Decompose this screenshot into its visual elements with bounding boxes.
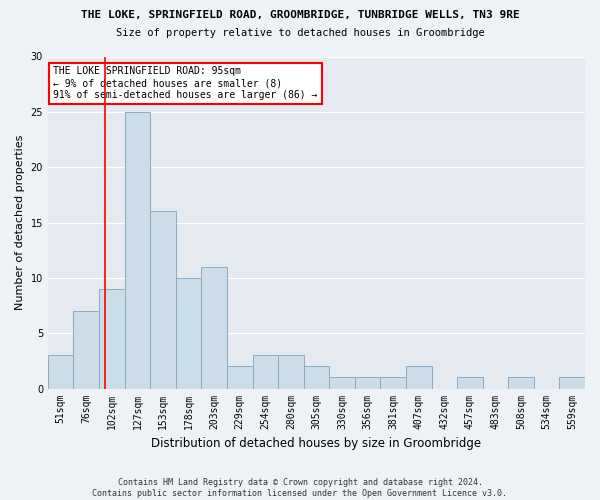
Bar	[227, 366, 253, 388]
Bar	[559, 378, 585, 388]
Bar	[176, 278, 202, 388]
Bar	[380, 378, 406, 388]
Bar	[73, 311, 99, 388]
Bar	[329, 378, 355, 388]
Text: THE LOKE, SPRINGFIELD ROAD, GROOMBRIDGE, TUNBRIDGE WELLS, TN3 9RE: THE LOKE, SPRINGFIELD ROAD, GROOMBRIDGE,…	[80, 10, 520, 20]
Bar	[278, 356, 304, 388]
Bar	[508, 378, 534, 388]
Bar	[48, 356, 73, 388]
Text: THE LOKE SPRINGFIELD ROAD: 95sqm
← 9% of detached houses are smaller (8)
91% of : THE LOKE SPRINGFIELD ROAD: 95sqm ← 9% of…	[53, 66, 317, 100]
Text: Size of property relative to detached houses in Groombridge: Size of property relative to detached ho…	[116, 28, 484, 38]
Bar	[457, 378, 482, 388]
Bar	[355, 378, 380, 388]
Bar	[150, 212, 176, 388]
X-axis label: Distribution of detached houses by size in Groombridge: Distribution of detached houses by size …	[151, 437, 482, 450]
Bar	[304, 366, 329, 388]
Bar	[253, 356, 278, 388]
Bar	[202, 267, 227, 388]
Bar	[125, 112, 150, 388]
Text: Contains HM Land Registry data © Crown copyright and database right 2024.
Contai: Contains HM Land Registry data © Crown c…	[92, 478, 508, 498]
Y-axis label: Number of detached properties: Number of detached properties	[15, 135, 25, 310]
Bar	[406, 366, 431, 388]
Bar	[99, 289, 125, 388]
